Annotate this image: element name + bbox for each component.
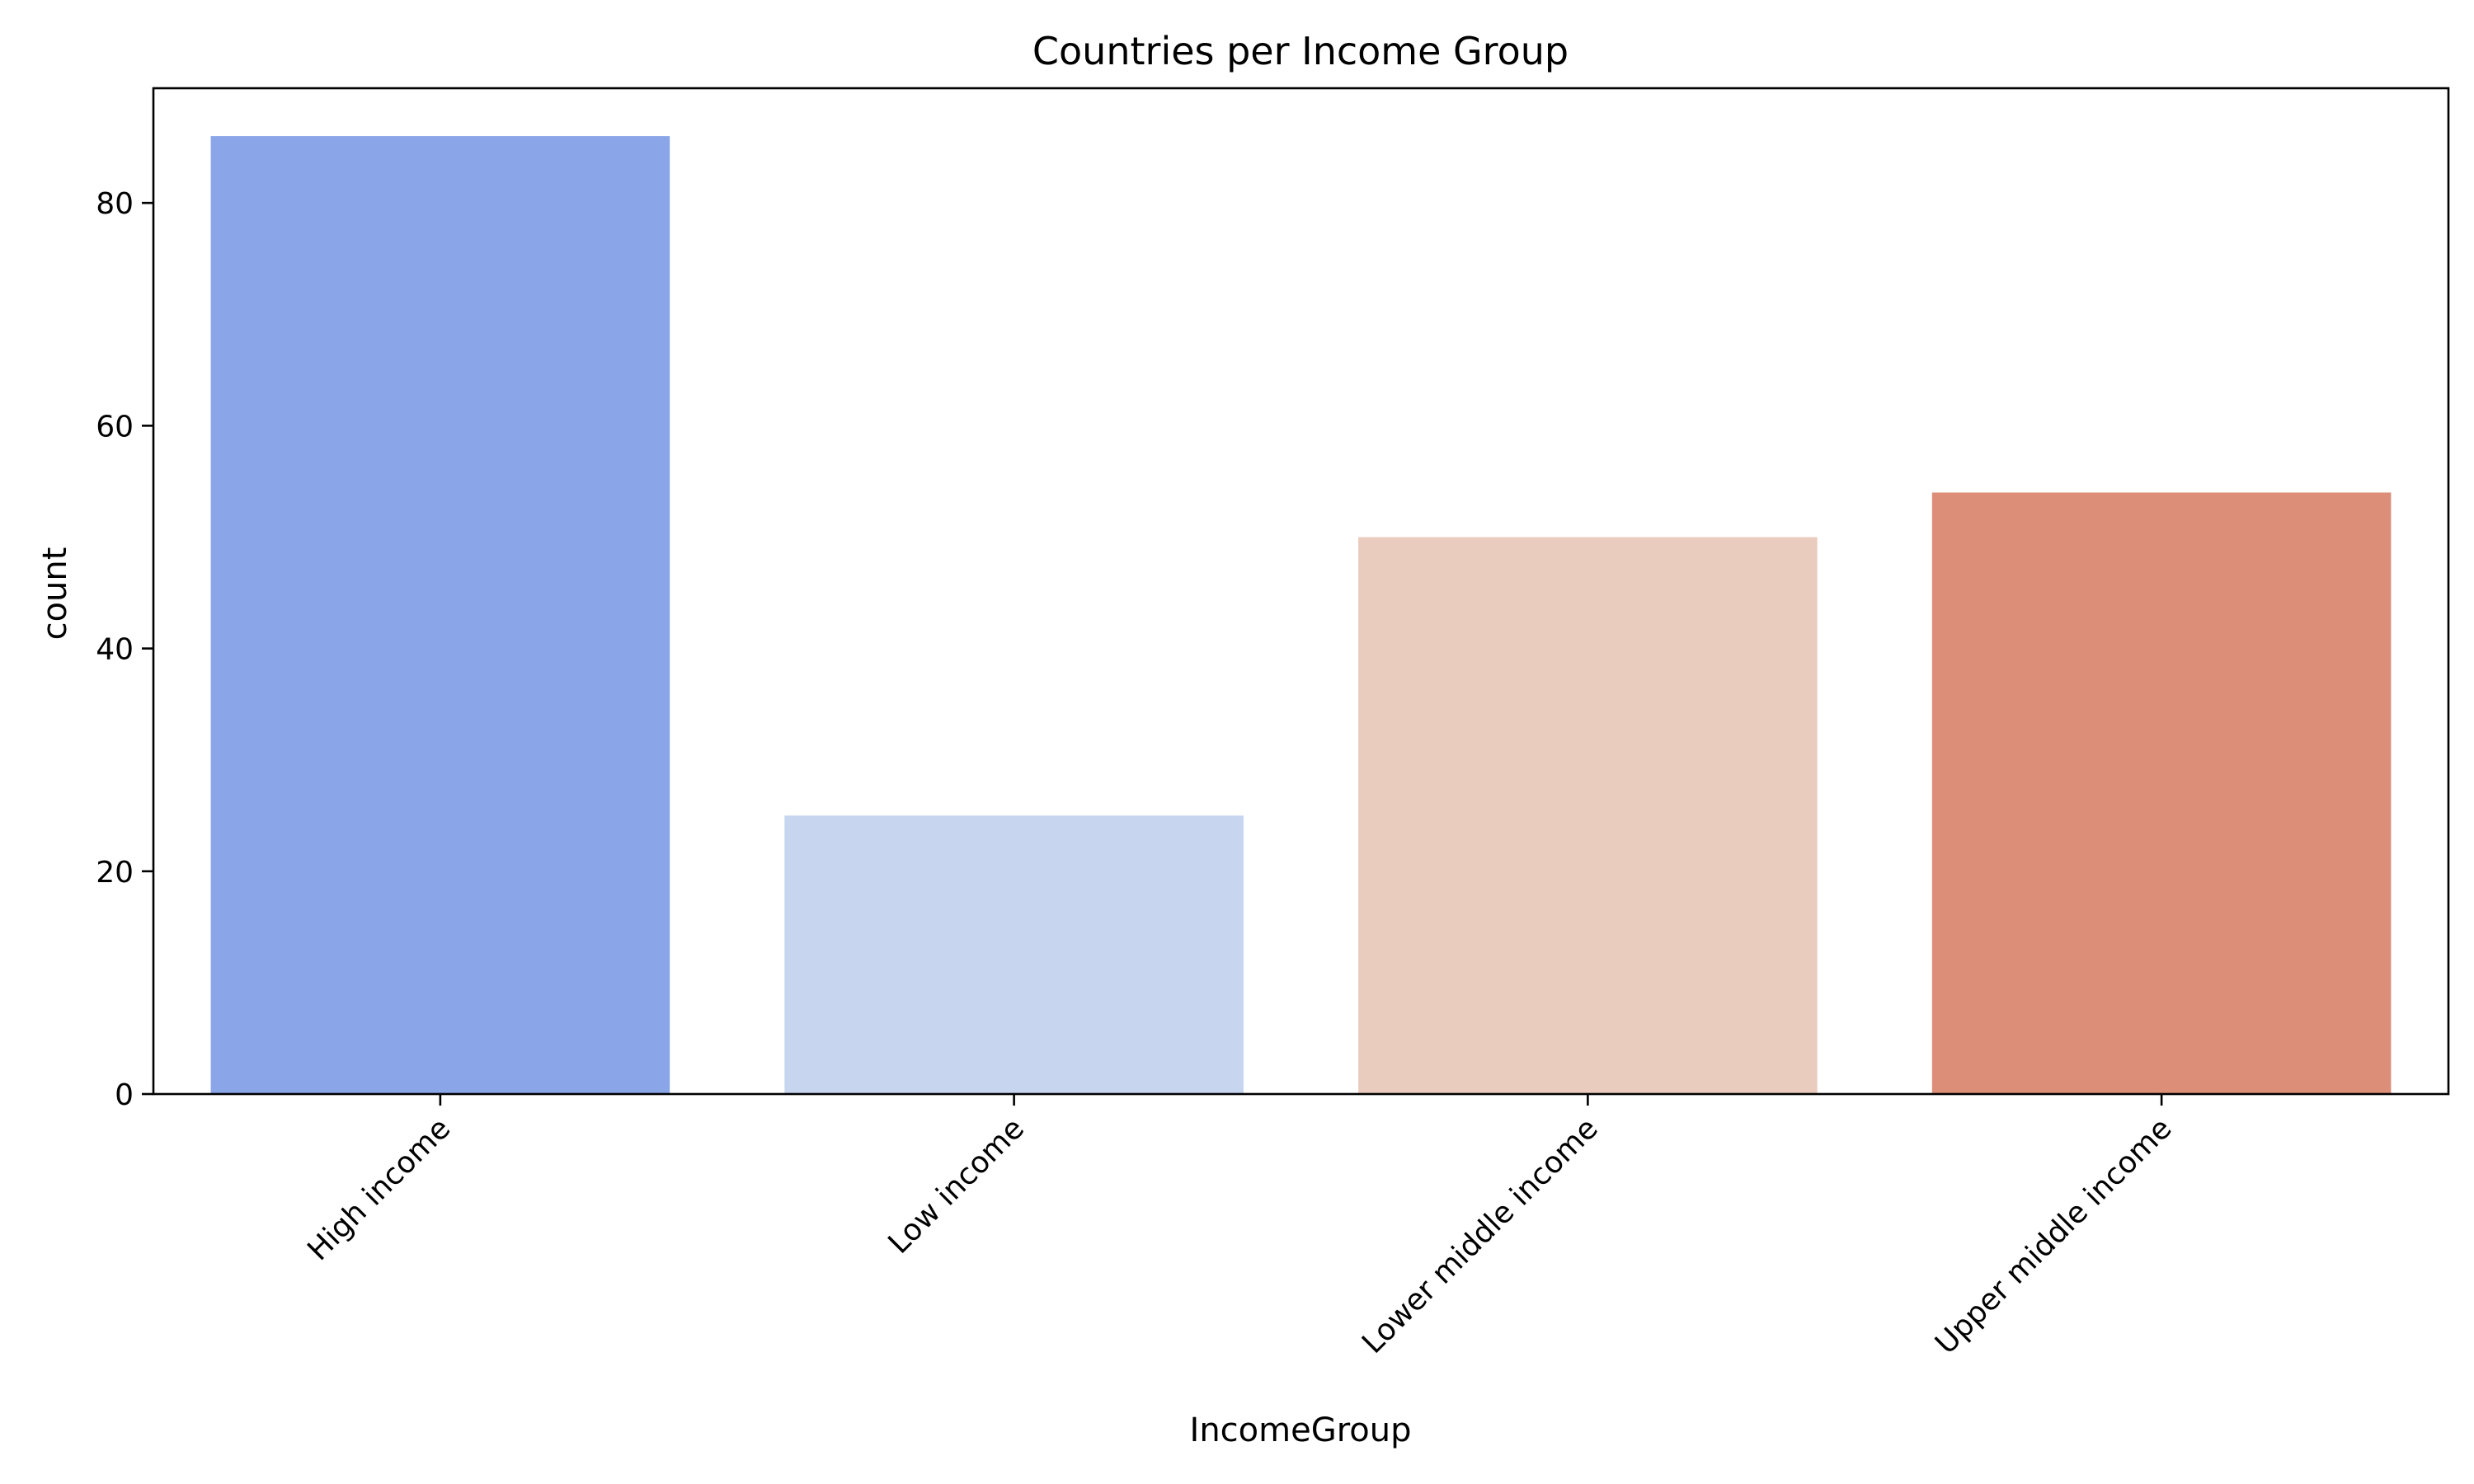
y-tick-label: 40 [96, 633, 134, 667]
bar-upper-middle-income [1931, 492, 2392, 1094]
x-axis-label: IncomeGroup [1190, 1411, 1412, 1449]
y-axis-label: count [36, 547, 74, 641]
bar-low-income [784, 815, 1244, 1094]
y-tick-label: 80 [96, 187, 134, 221]
chart-title: Countries per Income Group [1032, 29, 1569, 73]
y-tick-label: 20 [96, 856, 134, 890]
bar-high-income [210, 136, 670, 1095]
bar-lower-middle-income [1358, 537, 1818, 1094]
y-tick-label: 60 [96, 410, 134, 444]
y-tick-label: 0 [115, 1078, 134, 1112]
bars-layer [210, 136, 2392, 1095]
y-axis-ticks: 0 20 40 60 80 [96, 187, 153, 1112]
plot-frame [152, 87, 2450, 1096]
